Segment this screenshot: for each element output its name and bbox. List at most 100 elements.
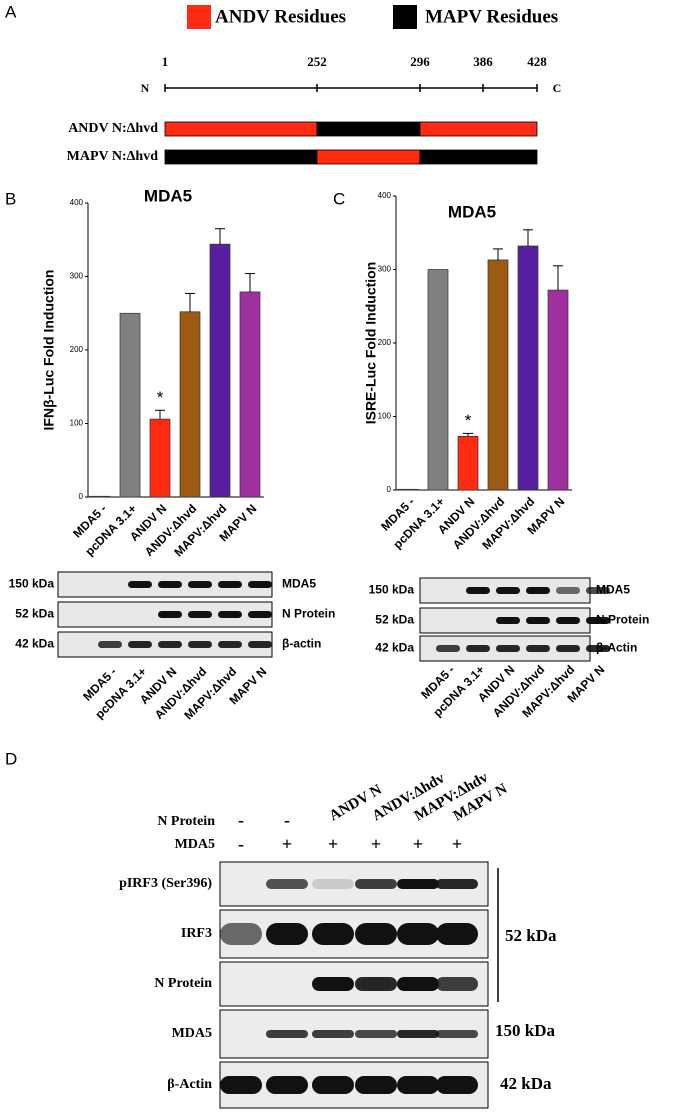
blot-protein: pIRF3 (Ser396) [119,876,212,891]
blot-band [158,641,182,648]
blot-band [355,1030,397,1038]
blot-band [158,581,182,588]
n-terminus: N [141,81,150,95]
blot-size: 150 kDa [9,577,55,591]
blot-band [312,977,354,991]
blot-band [436,1030,478,1038]
blot-band [355,977,397,991]
blot-band [586,587,610,594]
blot-protein: MDA5 [172,1026,212,1041]
blot-band [312,1030,354,1038]
blot-band [355,879,397,889]
legend-swatch [393,5,417,29]
blot-band [556,645,580,652]
y-axis-label: ISRE-Luc Fold Induction [363,262,379,425]
y-tick-label: 200 [70,345,84,354]
residue-label: 428 [527,54,547,69]
blot-band [248,581,272,588]
blot-size: 42 kDa [15,637,54,651]
bar [149,418,171,498]
construct-segment [164,149,318,165]
blot-band [98,641,122,648]
bar [209,243,231,498]
blot-band [355,923,397,945]
blot-band [436,1076,478,1094]
construct-segment [316,149,421,165]
construct-segment [419,149,538,165]
construct-segment [164,121,318,137]
blot-band [397,977,439,991]
blot-band [436,923,478,945]
blot-size: 42 kDa [375,641,414,655]
bar [397,488,419,491]
blot-band [397,1076,439,1094]
blot-band [436,645,460,652]
y-tick-label: 0 [79,492,84,501]
blot-band [188,611,212,618]
blot-band [220,923,262,945]
blot-band [312,923,354,945]
blot-band [586,645,610,652]
panel-label: D [5,749,17,768]
blot-size: 52 kDa [375,613,414,627]
lane-sign: - [238,810,244,830]
blot-protein: β-Actin [167,1077,212,1092]
blot-band [496,617,520,624]
construct-segment [419,121,538,137]
lane-sign: + [328,834,338,854]
residue-label: 1 [162,54,169,69]
blot-band [266,879,308,889]
blot-band [397,1030,439,1038]
blot-band [466,587,490,594]
blot-protein: N Protein [596,613,649,627]
lane-sign: + [371,834,381,854]
y-tick-label: 300 [70,272,84,281]
y-tick-label: 300 [378,265,392,274]
blot-band [526,645,550,652]
residue-label: 296 [410,54,430,69]
bar [457,435,479,491]
annotation: * [465,411,472,430]
bar [547,289,569,491]
y-tick-label: 100 [378,412,392,421]
bar [427,269,449,491]
blot-band [397,923,439,945]
blot-band [556,587,580,594]
legend-swatch [187,5,211,29]
blot-band [218,611,242,618]
blot-band [496,645,520,652]
bar [487,259,509,491]
blot-band [220,1076,262,1094]
legend-label: ANDV Residues [215,6,346,27]
blot-size: 42 kDa [500,1074,552,1093]
panel-label: B [5,189,16,208]
blot-band [128,641,152,648]
blot-band [266,1076,308,1094]
y-tick-label: 0 [387,485,392,494]
blot-protein: N Protein [154,976,212,991]
residue-label: 252 [307,54,327,69]
annotation: * [157,388,164,407]
blot-band [266,923,308,945]
y-tick-label: 100 [70,419,84,428]
y-axis-label: IFNβ-Luc Fold Induction [41,270,57,431]
residue-label: 386 [473,54,493,69]
blot-band [526,587,550,594]
chart-title: MDA5 [448,202,496,221]
blot-size: 150 kDa [369,583,415,597]
blot-band [266,1030,308,1038]
bar [239,291,261,498]
panel-label: A [5,2,17,21]
blot-band [248,641,272,648]
blot-size: 52 kDa [505,926,557,945]
y-tick-label: 400 [70,198,84,207]
lane-sign: + [282,834,292,854]
blot-protein: MDA5 [596,583,630,597]
blot-band [586,617,610,624]
blot-band [158,611,182,618]
blot-band [496,587,520,594]
blot-band [556,617,580,624]
blot-band [312,879,354,889]
panel-label: C [333,189,345,208]
